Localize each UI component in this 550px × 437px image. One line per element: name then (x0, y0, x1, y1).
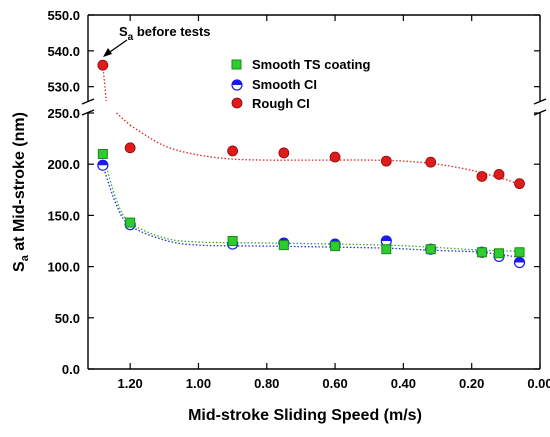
marker-rough-ci (380, 155, 392, 167)
x-tick-label: 0.60 (322, 376, 347, 391)
marker-rough-ci (124, 142, 136, 154)
annotation-main: S (119, 24, 128, 39)
marker-rough-ci-initial (97, 59, 109, 71)
x-tick-label: 0.80 (254, 376, 279, 391)
marker-smooth-ci-fill (514, 257, 525, 263)
marker-smooth-ts (227, 236, 238, 246)
y-upper-tick-label: 550.0 (47, 8, 80, 23)
annotation-rest: before tests (133, 24, 210, 39)
trend-rough-ci-upper (102, 65, 107, 102)
marker-smooth-ts (330, 241, 341, 252)
legend-marker-smooth-ci (231, 79, 243, 91)
legend-marker-smooth-ts (231, 59, 242, 70)
marker-rough-ci (278, 147, 290, 159)
trend-lines (102, 65, 520, 259)
y-axis-title-sub: a (19, 254, 31, 261)
axes-frame (81, 14, 547, 370)
marker-rough-ci (425, 156, 437, 168)
y-lower-tick-label: 200.0 (47, 157, 80, 172)
x-tick-label: 1.00 (186, 376, 211, 391)
y-axis-title-main: S (11, 261, 28, 272)
marker-smooth-ts (381, 244, 392, 255)
y-lower-tick-label: 0.0 (62, 362, 80, 377)
trend-smooth-ts (102, 153, 520, 252)
y-axis-title-rest: at Mid-stroke (nm) (11, 112, 28, 255)
marker-rough-ci (227, 145, 239, 157)
break-mark-right-top (533, 98, 547, 105)
annotation-before-tests: Sa before tests (103, 24, 211, 57)
marker-smooth-ts (476, 247, 487, 258)
marker-rough-ci (329, 151, 341, 163)
legend-label-smooth-ts: Smooth TS coating (252, 57, 371, 72)
legend: Smooth TS coating Smooth CI Rough CI (231, 57, 371, 111)
marker-rough-ci (476, 171, 488, 182)
marker-smooth-ts (425, 244, 436, 255)
y-upper-tick-label: 540.0 (47, 44, 80, 59)
marker-smooth-ts (494, 248, 505, 259)
marker-smooth-ci-fill (381, 236, 392, 241)
annotation-text: Sa before tests (119, 24, 211, 43)
trend-rough-ci (129, 124, 520, 186)
y-upper-tick-label: 530.0 (47, 80, 80, 95)
x-tick-label: 0.20 (459, 376, 484, 391)
marker-smooth-ts (125, 217, 136, 228)
marker-smooth-ci-fill (97, 160, 108, 166)
x-tick-label: 0.00 (527, 376, 550, 391)
ticks: 1.20 1.00 0.80 0.60 0.40 0.20 0.00 0.0 50.0 100.0… (47, 8, 550, 391)
y-axis-title: Sa at Mid-stroke (nm) (11, 112, 31, 272)
marker-smooth-ts (514, 247, 525, 258)
y-lower-tick-label: 150.0 (47, 208, 80, 223)
legend-marker-rough-ci (231, 97, 243, 109)
trend-rough-ci-start (116, 112, 131, 126)
marker-smooth-ts (278, 240, 289, 251)
y-lower-tick-label: 100.0 (47, 260, 80, 275)
marker-smooth-ts (97, 148, 108, 159)
annotation-sub: a (128, 32, 134, 43)
annotation-arrowhead (103, 48, 112, 57)
legend-label-rough-ci: Rough CI (252, 96, 310, 111)
marker-rough-ci (493, 169, 505, 180)
break-mark-left-top (81, 98, 95, 105)
data-markers (97, 59, 526, 269)
legend-label-smooth-ci: Smooth CI (252, 77, 317, 92)
y-lower-tick-label: 50.0 (55, 311, 80, 326)
x-tick-label: 0.40 (391, 376, 416, 391)
marker-rough-ci (514, 178, 525, 190)
y-lower-tick-label: 250.0 (47, 106, 80, 121)
x-tick-label: 1.20 (117, 376, 142, 391)
x-axis-title: Mid-stroke Sliding Speed (m/s) (188, 407, 422, 424)
